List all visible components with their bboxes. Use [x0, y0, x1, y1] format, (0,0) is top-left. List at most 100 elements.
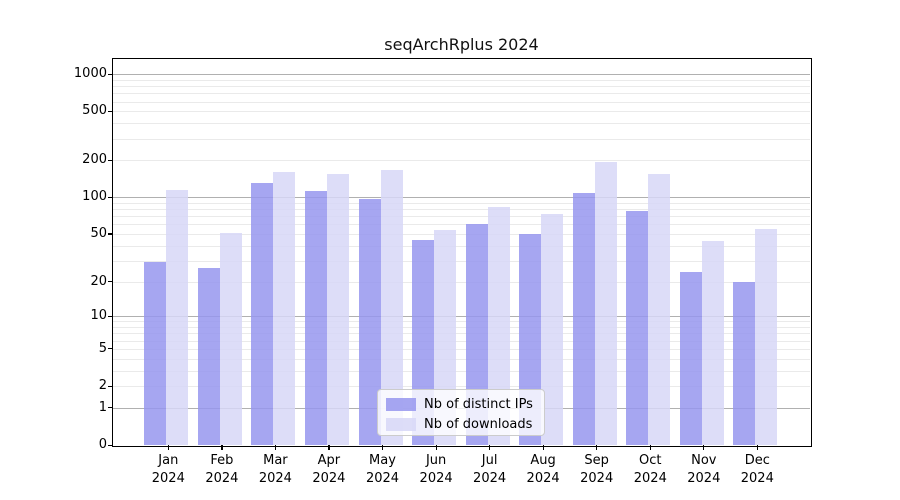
x-tick-label-may: May 2024: [365, 453, 400, 486]
minor-gridline: [113, 370, 810, 372]
legend-entry-ips: Nb of distinct IPs: [386, 394, 544, 414]
x-tick-label-dec: Dec 2024: [740, 453, 774, 486]
legend-label-downloads: Nb of downloads: [424, 416, 533, 432]
bar-downloads-sep: [594, 161, 617, 445]
legend-label-ips: Nb of distinct IPs: [424, 396, 533, 412]
x-tick-mark: [542, 445, 544, 450]
minor-gridline: [113, 358, 810, 360]
y-tick-label: 10: [90, 308, 107, 324]
y-tick-label: 1: [98, 399, 107, 415]
y-tick-label: 20: [90, 273, 107, 289]
minor-gridline: [113, 224, 810, 226]
plot-area: Nb of distinct IPs Nb of downloads: [111, 57, 812, 447]
minor-gridline: [113, 327, 810, 329]
x-tick-mark: [274, 445, 277, 450]
x-tick-mark: [382, 445, 384, 450]
minor-gridline: [113, 245, 810, 247]
y-tick-mark: [108, 444, 113, 446]
minor-gridline: [113, 321, 810, 323]
y-tick-mark: [108, 348, 113, 350]
x-tick-label-apr: Apr 2024: [312, 453, 346, 486]
minor-gridline: [113, 333, 810, 335]
x-tick-label-jun: Jun 2024: [419, 453, 453, 486]
bar-ips-oct: [626, 210, 649, 445]
bar-downloads-nov: [701, 240, 724, 445]
minor-gridline: [113, 209, 810, 211]
bar-ips-mar: [251, 183, 274, 445]
x-tick-mark: [435, 445, 437, 450]
x-tick-mark: [596, 445, 598, 450]
major-gridline: [113, 316, 810, 318]
minor-gridline: [113, 386, 810, 387]
bar-downloads-jul: [487, 206, 510, 445]
x-tick-mark: [221, 445, 223, 450]
minor-gridline: [113, 101, 810, 103]
bar-ips-feb: [197, 268, 220, 445]
minor-gridline: [113, 138, 810, 140]
minor-gridline: [113, 348, 810, 350]
x-tick-label-feb: Feb 2024: [205, 453, 239, 486]
bar-downloads-apr: [326, 174, 349, 445]
legend-swatch-ips: [386, 397, 416, 411]
y-tick-mark: [108, 196, 113, 198]
bar-ips-dec: [733, 281, 756, 445]
x-tick-mark: [489, 445, 491, 450]
y-tick-label: 50: [90, 225, 107, 241]
y-tick-mark: [108, 281, 113, 283]
bar-downloads-may: [380, 170, 403, 445]
x-tick-label-oct: Oct 2024: [633, 453, 667, 486]
minor-gridline: [113, 86, 810, 88]
y-tick-mark: [108, 315, 113, 317]
bar-ips-may: [358, 199, 381, 445]
x-tick-label-mar: Mar 2024: [258, 453, 292, 486]
minor-gridline: [113, 160, 810, 162]
minor-gridline: [113, 93, 810, 95]
bar-downloads-dec: [755, 228, 778, 445]
minor-gridline: [113, 111, 810, 113]
y-tick-label: 1000: [73, 66, 107, 82]
legend-swatch-downloads: [386, 417, 416, 431]
bar-downloads-oct: [648, 174, 671, 445]
y-tick-label: 100: [82, 189, 107, 205]
y-tick-mark: [108, 407, 113, 409]
y-tick-label: 0: [98, 437, 107, 452]
bar-downloads-jan: [166, 189, 189, 445]
minor-gridline: [113, 260, 810, 262]
y-tick-label: 500: [82, 103, 107, 119]
x-tick-mark: [167, 445, 169, 450]
legend: Nb of distinct IPs Nb of downloads: [377, 389, 545, 436]
y-tick-mark: [108, 233, 113, 235]
major-gridline: [113, 74, 810, 76]
x-tick-mark: [756, 445, 758, 450]
x-tick-label-sep: Sep 2024: [580, 453, 614, 486]
bar-downloads-aug: [541, 214, 564, 445]
bar-downloads-mar: [273, 171, 296, 445]
legend-entry-downloads: Nb of downloads: [386, 414, 544, 434]
y-tick-mark: [108, 385, 113, 387]
x-tick-mark: [649, 445, 651, 450]
bar-ips-jan: [144, 262, 167, 445]
y-tick-mark: [108, 110, 113, 112]
x-tick-label-jan: Jan 2024: [151, 453, 185, 486]
bar-ips-apr: [304, 190, 327, 445]
x-tick-mark: [703, 445, 705, 450]
bar-ips-sep: [572, 193, 595, 445]
bar-ips-nov: [679, 272, 702, 445]
x-tick-label-jul: Jul 2024: [473, 453, 507, 486]
minor-gridline: [113, 79, 810, 81]
minor-gridline: [113, 202, 810, 204]
minor-gridline: [113, 123, 810, 125]
y-tick-mark: [108, 73, 113, 75]
minor-gridline: [113, 233, 810, 235]
y-tick-label: 200: [82, 152, 107, 168]
chart-title: seqArchRplus 2024: [384, 35, 539, 54]
minor-gridline: [113, 216, 810, 218]
x-tick-label-aug: Aug 2024: [526, 453, 560, 486]
minor-gridline: [113, 281, 810, 283]
y-tick-mark: [108, 159, 113, 161]
x-tick-mark: [328, 445, 330, 450]
y-tick-label: 5: [98, 340, 107, 356]
major-gridline: [113, 197, 810, 199]
y-tick-label: 2: [98, 378, 107, 393]
